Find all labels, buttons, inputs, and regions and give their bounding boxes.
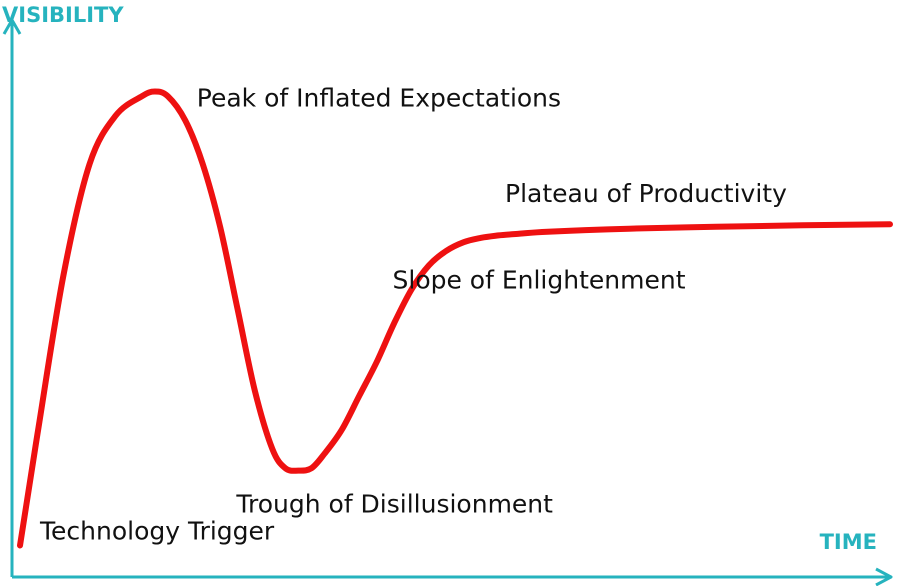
y-axis-title: VISIBILITY (2, 3, 124, 27)
x-axis-arrow-icon (875, 567, 893, 586)
x-axis-title: TIME (820, 530, 877, 554)
annotation-trough-of-disillusionment: Trough of Disillusionment (235, 490, 553, 519)
annotation-plateau-of-productivity: Plateau of Productivity (505, 179, 787, 208)
axes: VISIBILITY TIME (2, 3, 893, 586)
y-axis-arrow-icon (2, 18, 22, 35)
annotation-slope-of-enlightenment: Slope of Enlightenment (393, 266, 686, 295)
annotation-technology-trigger: Technology Trigger (39, 517, 275, 546)
phase-labels: Technology Trigger Peak of Inflated Expec… (39, 84, 787, 546)
annotation-peak-of-inflated-expectations: Peak of Inflated Expectations (197, 84, 561, 113)
series-line-hype-curve (17, 88, 893, 549)
